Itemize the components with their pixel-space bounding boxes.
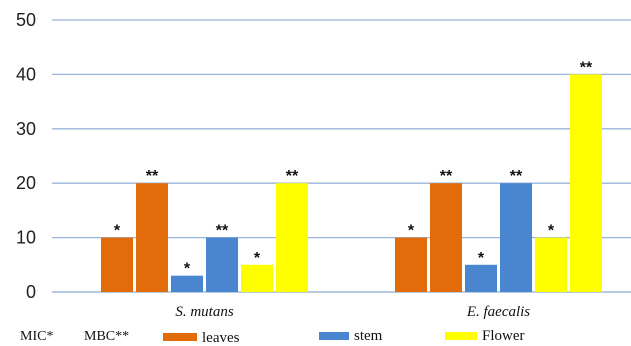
bar-stem-mbc-1	[500, 183, 532, 292]
y-tick-label: 50	[16, 10, 36, 30]
y-tick-label: 30	[16, 119, 36, 139]
bar-leaves-mic-0	[101, 237, 133, 292]
marker-mic: *	[254, 250, 261, 267]
legend-label-stem: stem	[354, 328, 383, 344]
legend-swatch-leaves	[163, 333, 197, 341]
bar-flower-mic-0	[241, 264, 273, 292]
bar-flower-mbc-0	[276, 183, 308, 292]
category-label: E. faecalis	[466, 304, 530, 320]
bar-stem-mic-0	[171, 275, 203, 292]
marker-mbc: **	[286, 168, 299, 185]
legend: MIC* MBC** leaves stem Flower	[20, 328, 525, 346]
marker-mbc: **	[146, 168, 159, 185]
legend-note-mbc: MBC**	[84, 329, 129, 344]
marker-mbc: **	[216, 223, 229, 240]
legend-swatch-flower	[445, 332, 477, 340]
marker-mic: *	[548, 223, 555, 240]
marker-mic: *	[184, 261, 191, 278]
marker-mbc: **	[440, 168, 453, 185]
bar-leaves-mbc-0	[136, 183, 168, 292]
legend-label-flower: Flower	[482, 328, 525, 344]
bar-leaves-mbc-1	[430, 183, 462, 292]
marker-mic: *	[478, 250, 485, 267]
bar-stem-mbc-0	[206, 237, 238, 292]
y-tick-label: 20	[16, 173, 36, 193]
marker-mic: *	[408, 223, 415, 240]
bar-leaves-mic-1	[395, 237, 427, 292]
category-label: S. mutans	[175, 304, 234, 320]
significance-markers: ******************	[114, 59, 593, 277]
x-axis-categories: S. mutans E. faecalis	[175, 304, 530, 320]
legend-swatch-stem	[319, 332, 349, 340]
marker-mic: *	[114, 223, 121, 240]
y-tick-label: 40	[16, 64, 36, 84]
y-tick-label: 10	[16, 228, 36, 248]
bar-flower-mbc-1	[570, 74, 602, 293]
legend-label-leaves: leaves	[202, 330, 240, 346]
legend-note-mic: MIC*	[20, 329, 53, 344]
bars	[101, 74, 602, 293]
bar-stem-mic-1	[465, 264, 497, 292]
y-axis-ticks: 0 10 20 30 40 50	[16, 10, 36, 302]
marker-mbc: **	[580, 59, 593, 76]
y-tick-label: 0	[26, 282, 36, 302]
bar-flower-mic-1	[535, 237, 567, 292]
marker-mbc: **	[510, 168, 523, 185]
